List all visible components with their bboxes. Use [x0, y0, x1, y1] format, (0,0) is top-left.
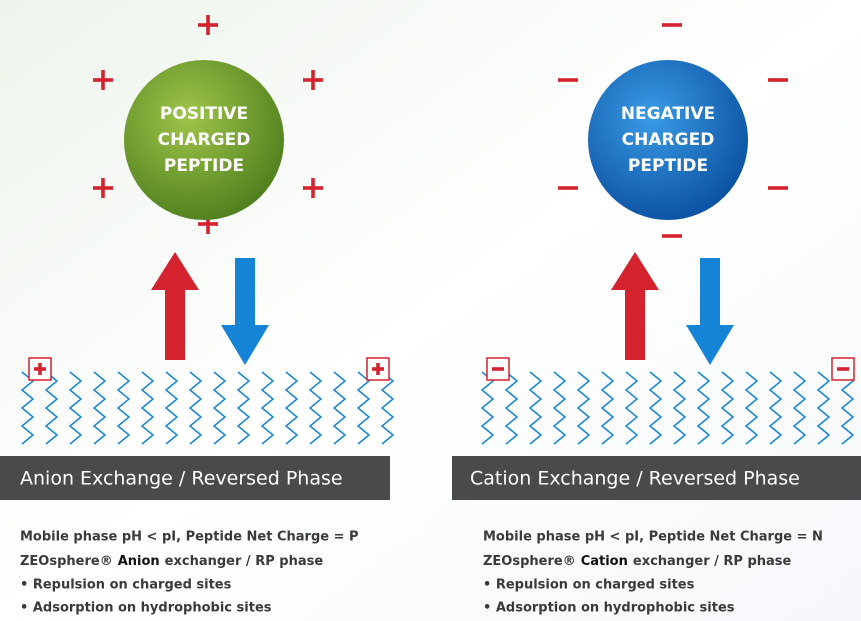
arrow-up — [611, 252, 659, 360]
plus-bar — [38, 363, 42, 375]
plus-bar — [206, 15, 210, 35]
peptide-label: NEGATIVE — [621, 104, 715, 124]
title-banner — [0, 456, 390, 500]
alkyl-chain — [504, 371, 519, 445]
alkyl-chain — [480, 371, 495, 445]
alkyl-chain — [792, 371, 807, 445]
plus-bar — [311, 178, 315, 198]
material-suffix: exchanger / RP phase — [165, 554, 324, 569]
material: ZEOsphere® Cation exchanger / RP phase — [483, 554, 792, 569]
bullet: • Repulsion on charged sites — [20, 578, 232, 593]
plus-bar — [206, 214, 210, 234]
minus-bar — [492, 367, 504, 371]
plus-bar — [376, 363, 380, 375]
bullet: • Repulsion on charged sites — [483, 578, 695, 593]
peptide-label: PEPTIDE — [164, 156, 244, 176]
peptide-label: PEPTIDE — [628, 156, 708, 176]
bullet: • Adsorption on hydrophobic sites — [20, 601, 272, 616]
alkyl-chain — [380, 371, 395, 445]
alkyl-chain — [576, 371, 591, 445]
alkyl-chain — [528, 371, 543, 445]
condition: Mobile phase pH < pI, Peptide Net Charge… — [483, 530, 823, 545]
minus-bar — [662, 23, 682, 27]
peptide-label: CHARGED — [158, 130, 251, 150]
alkyl-chain — [140, 371, 155, 445]
minus-bar — [662, 234, 682, 238]
alkyl-chain — [648, 371, 663, 445]
alkyl-chain — [212, 371, 227, 445]
alkyl-chain — [188, 371, 203, 445]
alkyl-chain — [260, 371, 275, 445]
bullet: • Adsorption on hydrophobic sites — [483, 601, 735, 616]
alkyl-chain — [672, 371, 687, 445]
peptide-circle — [588, 60, 748, 220]
alkyl-chain — [720, 371, 735, 445]
peptide-circle — [124, 60, 284, 220]
alkyl-chain — [696, 371, 711, 445]
alkyl-chain — [552, 371, 567, 445]
alkyl-chain — [164, 371, 179, 445]
alkyl-chain — [744, 371, 759, 445]
alkyl-chain — [356, 371, 371, 445]
minus-bar — [768, 78, 788, 82]
alkyl-chain — [68, 371, 83, 445]
panel-title: Cation Exchange / Reversed Phase — [470, 468, 800, 490]
alkyl-chain — [284, 371, 299, 445]
title-banner — [452, 456, 861, 500]
material-highlight: Anion — [118, 554, 160, 569]
alkyl-chain — [768, 371, 783, 445]
alkyl-chain — [116, 371, 131, 445]
alkyl-chain — [20, 371, 35, 445]
arrow-down — [686, 258, 734, 365]
panel-title: Anion Exchange / Reversed Phase — [20, 468, 343, 490]
minus-bar — [558, 78, 578, 82]
alkyl-chain — [92, 371, 107, 445]
alkyl-chain — [236, 371, 251, 445]
material-highlight: Cation — [581, 554, 628, 569]
peptide-label: CHARGED — [622, 130, 715, 150]
alkyl-chain — [308, 371, 323, 445]
material: ZEOsphere® Anion exchanger / RP phase — [20, 554, 323, 569]
alkyl-chain — [840, 371, 855, 445]
plus-bar — [311, 70, 315, 90]
minus-bar — [768, 186, 788, 190]
material-suffix: exchanger / RP phase — [633, 554, 792, 569]
minus-bar — [837, 367, 849, 371]
peptide-label: POSITIVE — [160, 104, 248, 124]
alkyl-chain — [816, 371, 831, 445]
alkyl-chain — [624, 371, 639, 445]
arrow-down — [221, 258, 269, 365]
minus-bar — [558, 186, 578, 190]
material-prefix: ZEOsphere® — [483, 554, 576, 569]
alkyl-chain — [332, 371, 347, 445]
alkyl-chain — [44, 371, 59, 445]
material-prefix: ZEOsphere® — [20, 554, 113, 569]
arrow-up — [151, 252, 199, 360]
alkyl-chain — [600, 371, 615, 445]
condition: Mobile phase pH < pI, Peptide Net Charge… — [20, 530, 359, 545]
plus-bar — [101, 178, 105, 198]
plus-bar — [101, 70, 105, 90]
